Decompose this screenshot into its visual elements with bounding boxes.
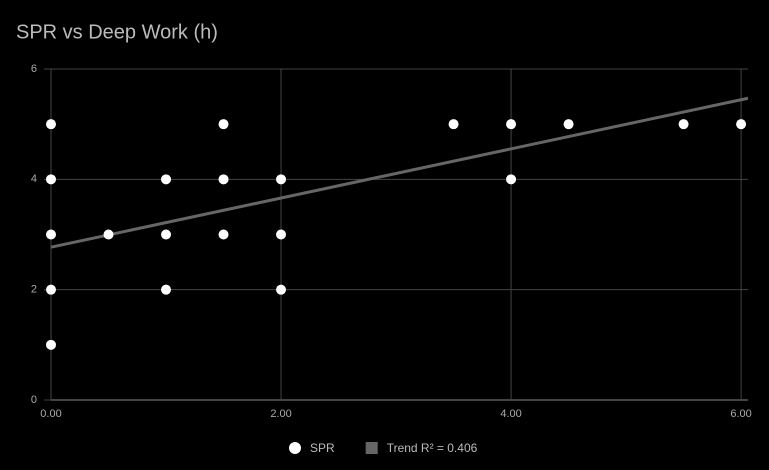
point xyxy=(506,119,517,130)
point xyxy=(736,119,747,130)
point xyxy=(276,229,287,240)
point xyxy=(46,119,56,130)
point xyxy=(46,339,56,350)
point xyxy=(161,229,172,240)
point xyxy=(276,174,287,185)
point xyxy=(46,229,56,240)
x-tick-label: 4.00 xyxy=(500,408,521,420)
x-tick-label: 0.00 xyxy=(40,408,61,420)
legend-swatch xyxy=(365,442,378,454)
chart-title: SPR vs Deep Work (h) xyxy=(16,21,218,43)
point xyxy=(46,174,56,185)
legend-swatch xyxy=(289,442,301,454)
point xyxy=(218,229,229,240)
y-tick-label: 0 xyxy=(31,394,37,406)
point xyxy=(218,174,229,185)
point xyxy=(448,119,459,130)
y-tick-label: 2 xyxy=(31,284,37,296)
trend-line xyxy=(50,96,749,249)
point xyxy=(563,119,574,130)
legend-label: Trend R² = 0.406 xyxy=(387,441,478,455)
y-tick-label: 6 xyxy=(31,63,37,75)
point xyxy=(46,284,56,295)
point xyxy=(103,229,114,240)
x-tick-label: 6.00 xyxy=(730,408,751,420)
point xyxy=(506,174,517,185)
point xyxy=(678,119,689,130)
point xyxy=(218,119,229,130)
y-tick-label: 4 xyxy=(31,173,37,185)
point xyxy=(161,284,172,295)
point xyxy=(276,284,287,295)
x-tick-label: 2.00 xyxy=(270,408,291,420)
legend-label: SPR xyxy=(310,441,335,455)
point xyxy=(161,174,172,185)
